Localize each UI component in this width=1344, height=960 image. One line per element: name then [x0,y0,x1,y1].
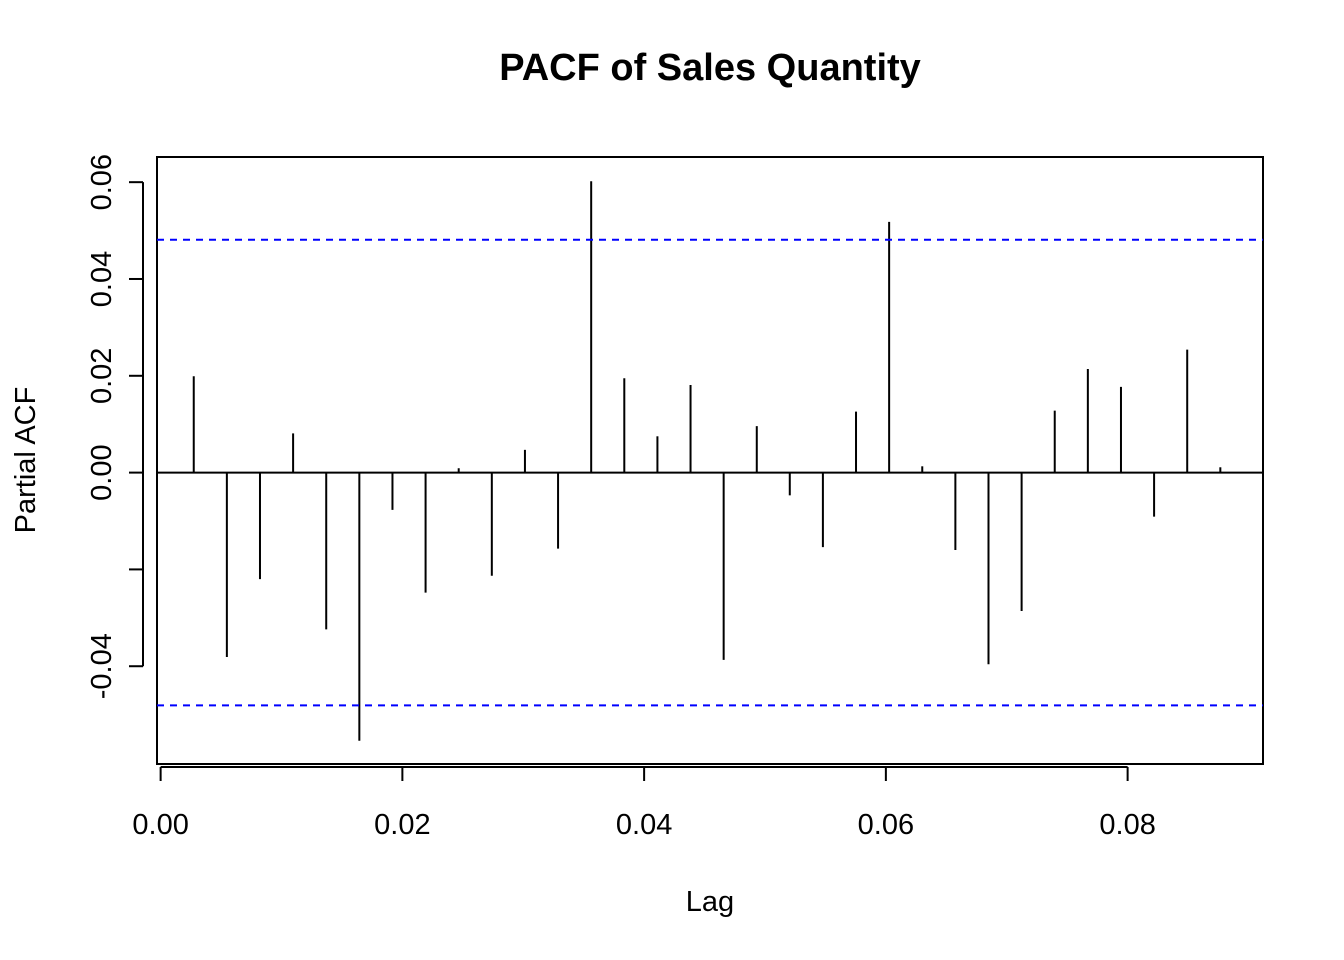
confidence-bounds [157,238,1263,707]
chart-title: PACF of Sales Quantity [499,47,921,89]
y-tick-label: 0.02 [86,348,118,404]
y-tick-label: -0.04 [86,633,118,699]
plot-frame [156,156,1264,765]
x-tick-label: 0.06 [858,809,914,841]
y-tick-label: 0.04 [86,251,118,307]
x-tick-label: 0.00 [132,809,188,841]
pacf-bars [192,181,1222,741]
x-axis-label: Lag [686,886,734,918]
y-tick-label: 0.00 [86,444,118,500]
x-tick-label: 0.02 [374,809,430,841]
y-axis-label: Partial ACF [10,387,42,534]
y-tick-label: 0.06 [86,154,118,210]
x-tick-label: 0.08 [1099,809,1155,841]
x-axis: 0.00 0.02 0.04 0.06 0.08 [132,766,1156,841]
y-axis: -0.04 0.00 0.02 0.04 0.06 [86,154,144,699]
x-tick-label: 0.04 [616,809,672,841]
